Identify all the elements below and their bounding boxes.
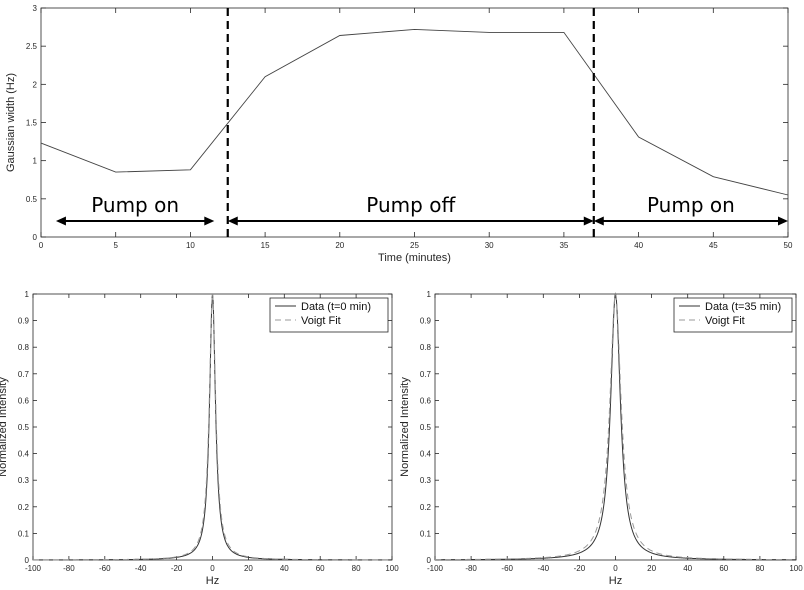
series-line-gaussian-width [40, 28, 789, 196]
legend: Data (t=0 min) Voigt Fit [269, 297, 389, 333]
x-tick-label: -60 [99, 564, 111, 573]
y-axis-title: Normalized Intensity [0, 377, 9, 477]
series-line-voigt-fit [434, 292, 797, 561]
plot-frame [32, 293, 393, 561]
x-axis-title: Hz [206, 575, 219, 587]
pump-arrow [55, 216, 215, 226]
x-tick-label: -40 [538, 564, 550, 573]
y-tick-label: 0.6 [18, 396, 30, 405]
y-tick-label: 0.2 [18, 503, 30, 512]
y-tick-label: 1 [427, 290, 432, 299]
pump-label: Pump on [91, 193, 179, 217]
bottom-right-chart: -100 -80 -60 -40 -20 0 20 40 60 80 100 0 0.1 0.2 0.3 0.… [399, 290, 803, 587]
y-tick-label: 0.4 [18, 450, 30, 459]
x-tick-label: 25 [410, 241, 419, 250]
x-tick-label: 40 [683, 564, 692, 573]
x-tick-label: -100 [427, 564, 444, 573]
y-tick-label: 1 [33, 157, 38, 166]
x-tick-label: 80 [755, 564, 764, 573]
plot-frame [40, 7, 789, 238]
y-axis-title: Normalized Intensity [399, 377, 411, 477]
y-tick-label: 0.5 [18, 423, 30, 432]
arrow-head-left [227, 216, 238, 226]
arrow-head-right [583, 216, 594, 226]
y-tick-label: 2.5 [26, 42, 38, 51]
arrow-head-right [204, 216, 215, 226]
x-tick-label: -100 [25, 564, 42, 573]
x-tick-label: 40 [634, 241, 643, 250]
bottom-left-chart: -100 -80 -60 -40 -20 0 20 40 60 80 100 0 0.1 0.2 0.3 0.… [0, 290, 399, 587]
series-line-voigt-fit [33, 293, 392, 561]
x-tick-label: 20 [335, 241, 344, 250]
legend-box [269, 297, 389, 333]
y-tick-label: 0.8 [420, 343, 432, 352]
x-tick-label: -60 [501, 564, 513, 573]
y-tick-label: 2 [33, 80, 38, 89]
pump-arrow [227, 216, 594, 226]
x-tick-label: 60 [316, 564, 325, 573]
y-tick-label: 0.7 [420, 370, 432, 379]
x-tick-label: -80 [465, 564, 477, 573]
x-tick-label: 0 [39, 241, 44, 250]
arrow-head-right [778, 216, 788, 226]
x-tick-label: 20 [647, 564, 656, 573]
x-tick-label: 30 [485, 241, 494, 250]
arrow-head-left [55, 216, 66, 226]
x-tick-label: 15 [261, 241, 270, 250]
y-tick-label: 0.5 [26, 195, 38, 204]
x-axis-title: Time (minutes) [378, 252, 451, 264]
x-tick-label: -20 [574, 564, 586, 573]
y-tick-label: 0.1 [18, 529, 30, 538]
x-tick-label: 10 [186, 241, 195, 250]
arrow-head-left [593, 216, 604, 226]
y-tick-label: 0.7 [18, 370, 30, 379]
y-tick-label: 1 [25, 290, 30, 299]
y-tick-label: 0.2 [420, 503, 432, 512]
legend-label: Data (t=35 min) [705, 301, 781, 313]
x-tick-label: 45 [709, 241, 718, 250]
plot-frame [434, 293, 797, 561]
x-tick-label: 50 [784, 241, 793, 250]
x-tick-label: -80 [63, 564, 75, 573]
y-tick-label: 1.5 [26, 119, 38, 128]
x-tick-label: 80 [352, 564, 361, 573]
y-tick-label: 0.1 [420, 529, 432, 538]
y-tick-label: 0 [25, 556, 30, 565]
x-tick-label: 0 [613, 564, 618, 573]
x-tick-label: 20 [244, 564, 253, 573]
legend-label: Voigt Fit [705, 315, 745, 327]
y-tick-label: 0.8 [18, 343, 30, 352]
legend-label: Data (t=0 min) [301, 301, 371, 313]
pump-label: Pump on [647, 193, 735, 217]
pump-label: Pump off [366, 193, 456, 217]
x-tick-label: 40 [280, 564, 289, 573]
x-tick-label: 100 [385, 564, 399, 573]
x-tick-label: -20 [171, 564, 183, 573]
x-tick-label: 100 [789, 564, 803, 573]
x-axis-title: Hz [609, 575, 622, 587]
y-tick-label: 3 [33, 4, 38, 13]
legend-label: Voigt Fit [301, 315, 341, 327]
y-tick-label: 0.9 [420, 317, 432, 326]
y-tick-label: 0.3 [18, 476, 30, 485]
pump-arrow [593, 216, 788, 226]
legend: Data (t=35 min) Voigt Fit [673, 297, 793, 333]
y-tick-label: 0.3 [420, 476, 432, 485]
x-tick-label: -40 [135, 564, 147, 573]
x-tick-label: 5 [113, 241, 118, 250]
legend-box [673, 297, 793, 333]
top-chart: 0 5 10 15 20 25 30 35 40 45 50 0 0.5 1 1.5 2 2.5 3 Time (m… [5, 4, 793, 264]
x-tick-label: 0 [210, 564, 215, 573]
y-axis-title: Gaussian width (Hz) [5, 73, 17, 172]
x-tick-label: 35 [559, 241, 568, 250]
y-tick-label: 0 [427, 556, 432, 565]
y-tick-label: 0.5 [420, 423, 432, 432]
y-tick-label: 0.4 [420, 450, 432, 459]
y-tick-label: 0 [33, 233, 38, 242]
y-tick-label: 0.9 [18, 317, 30, 326]
x-tick-label: 60 [719, 564, 728, 573]
y-tick-label: 0.6 [420, 396, 432, 405]
